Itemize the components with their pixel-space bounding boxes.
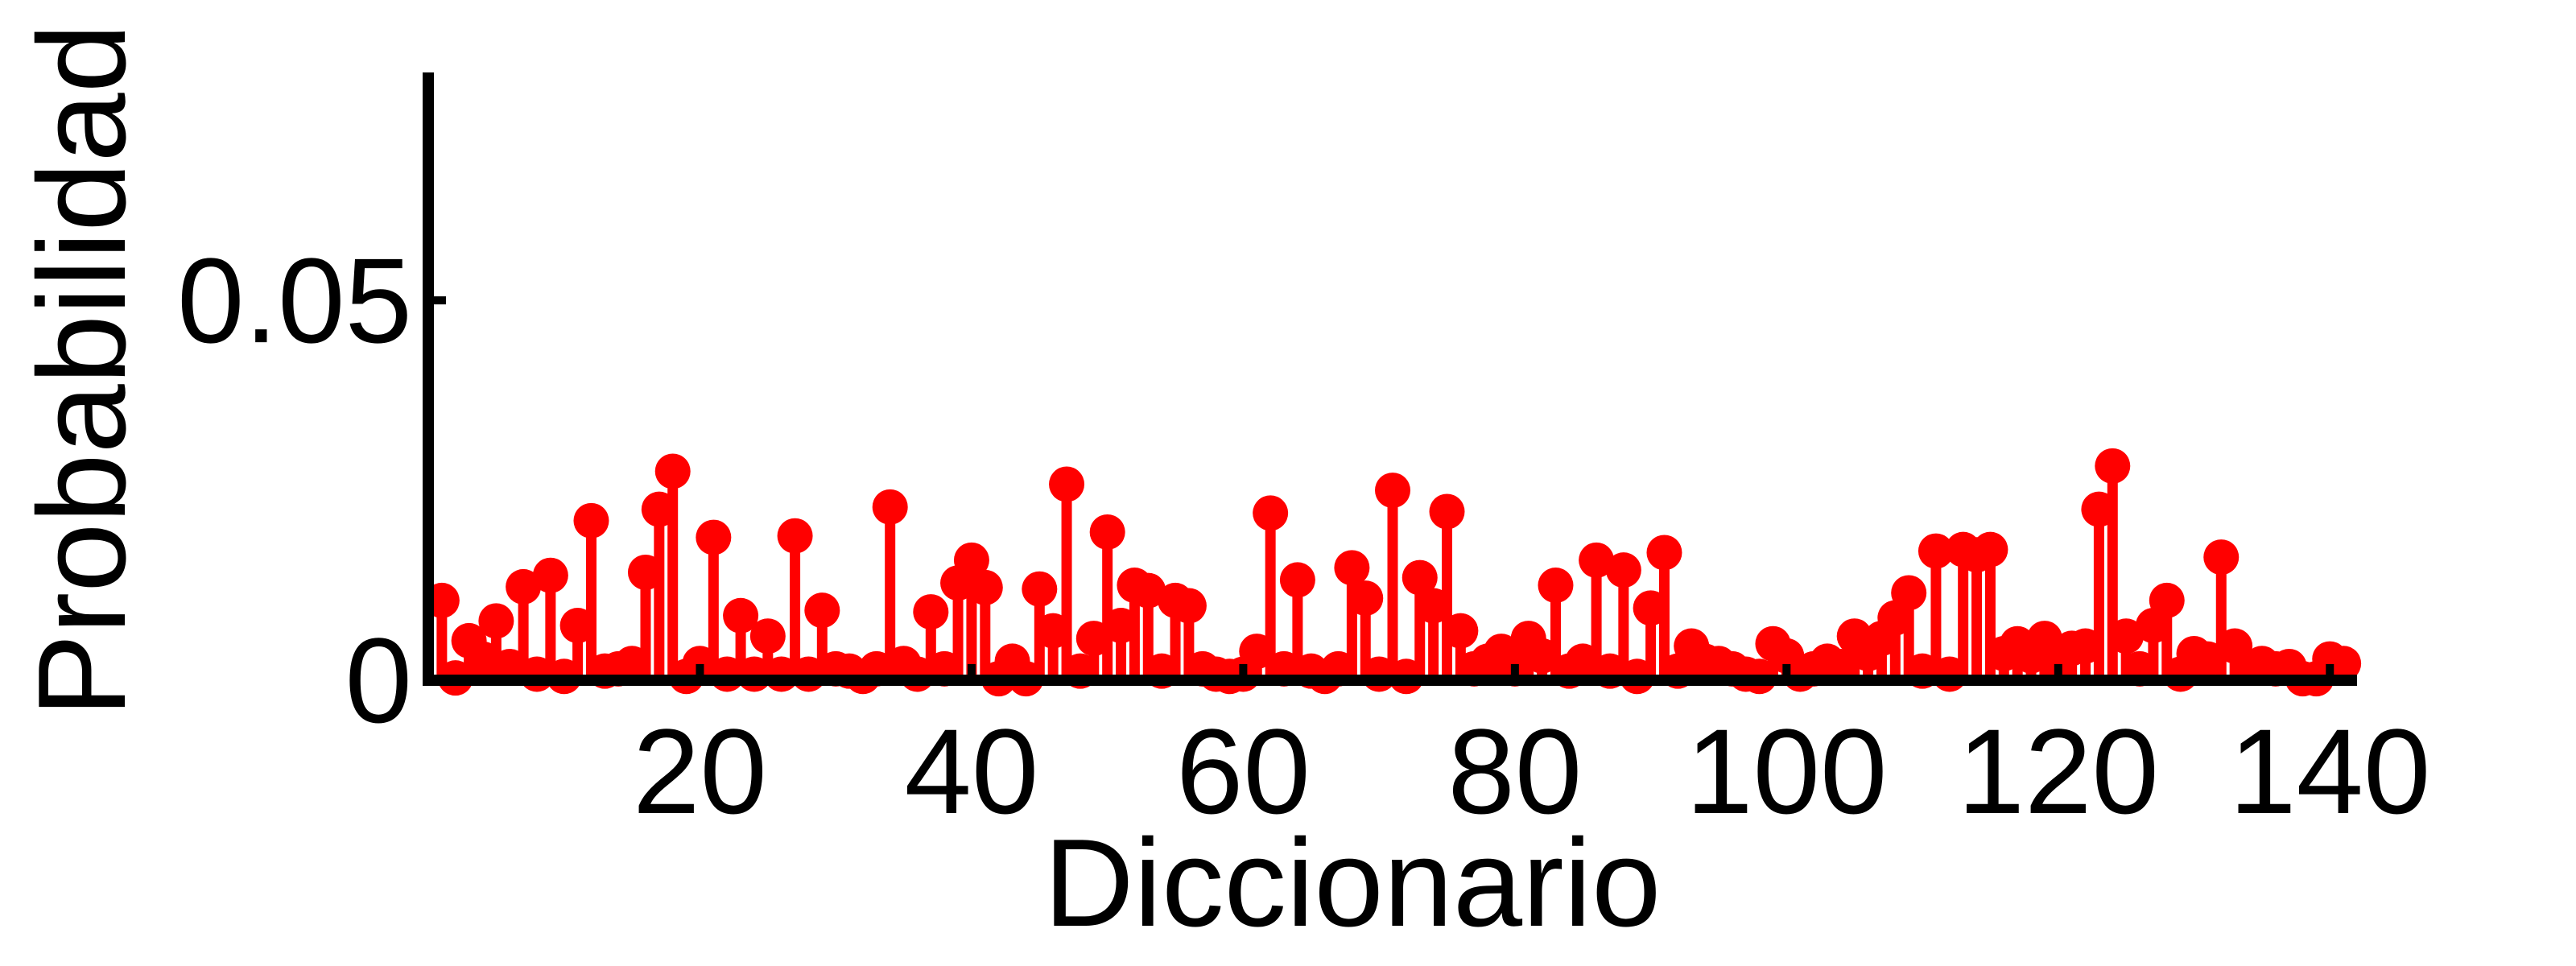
x-tick-label: 40 [904,704,1038,839]
stem-marker [872,489,908,525]
stem-marker [682,646,718,682]
stem-marker [953,542,989,578]
stem-marker [1334,550,1370,586]
stem-marker [2203,539,2240,576]
stem-marker [1633,590,1669,626]
stem-marker [1646,535,1682,571]
x-tick-label: 80 [1447,704,1582,839]
stem-marker [1279,562,1315,598]
stem-marker [559,608,596,644]
stem-marker [1130,572,1166,609]
stem-marker [1538,568,1574,604]
stem-marker [532,557,568,593]
stem-marker [1605,552,1641,588]
y-tick-label: 0.05 [177,233,412,368]
stem-marker [2067,628,2103,664]
stem-marker [696,519,732,555]
stem-marker [1565,643,1601,679]
stem-marker [1348,580,1384,617]
stem-marker [1972,531,2008,568]
stem-marker [2190,641,2226,677]
stem-marker [1375,473,1410,509]
stem-marker [804,592,840,629]
stem-marker [1170,588,1207,624]
stem-marker [478,603,514,639]
y-ticks: 00.05 [177,233,446,748]
stem-marker [464,641,501,677]
stem-marker [2095,448,2131,484]
stem-marker [627,554,663,590]
stem-marker [1579,542,1615,578]
x-axis-label: Diccionario [1044,813,1662,952]
stem-marker [723,597,759,634]
x-tick-label: 20 [633,704,767,839]
y-axis-label: Probabilidad [12,23,151,717]
stem-marker [1429,493,1465,530]
stem-marker [1022,571,1058,607]
stem-marker [641,491,677,527]
stem-marker [1049,466,1085,502]
y-tick-label: 0 [345,613,412,748]
stem-marker [913,594,949,630]
stem-marker [1524,638,1560,674]
stem-marker [1103,608,1139,644]
stem-marker [2081,491,2117,527]
stem-marker [1931,656,1967,692]
stem-marker [1035,613,1071,649]
stem-marker [1415,588,1451,624]
stem-marker [506,568,542,605]
stem-marker [967,569,1003,605]
stem-marker [1918,533,1954,569]
stem-marker [614,646,650,682]
stem-marker [1443,613,1479,649]
stem-marker [1239,634,1275,670]
stem-marker [2326,646,2362,682]
x-tick-label: 60 [1176,704,1311,839]
stem-marker [1075,621,1112,657]
x-tick-label: 100 [1686,704,1887,839]
stem-marker [1402,559,1438,596]
stem-marker [777,518,813,554]
stem-marker [1089,514,1125,550]
stem-marker [1253,495,1289,531]
stem-marker [2108,618,2145,654]
x-ticks: 20 40 60 80 100 120 140 [633,664,2430,839]
x-tick-label: 120 [1958,704,2159,839]
stem-marker [1891,575,1927,611]
x-tick-label: 140 [2229,704,2430,839]
stem-marker [573,502,609,539]
stem-marker [749,618,786,654]
stem-marker [2149,582,2185,618]
stem-marker [654,453,691,489]
